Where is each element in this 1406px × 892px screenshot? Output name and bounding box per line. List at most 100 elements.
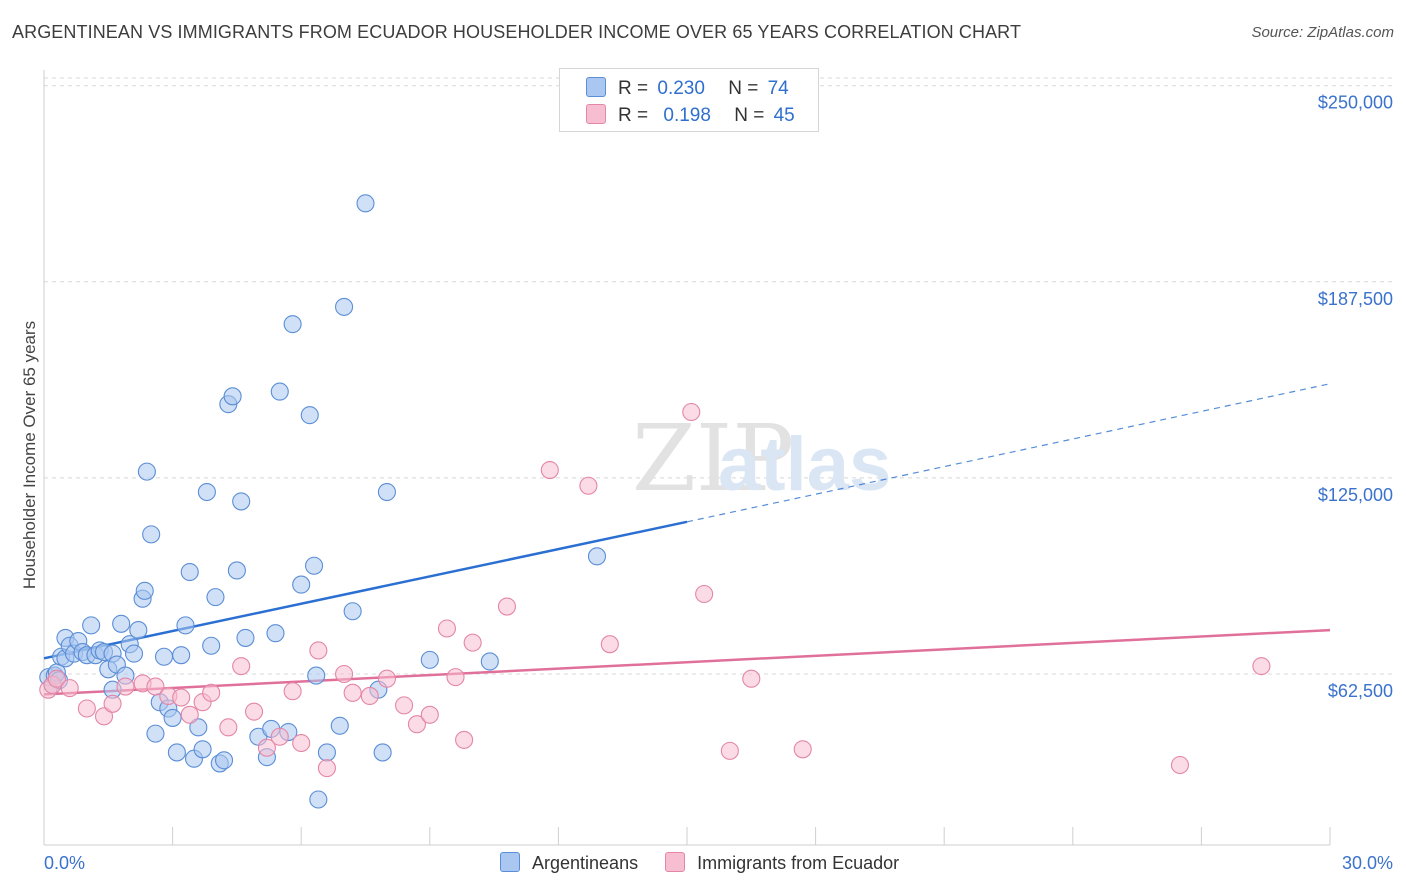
n-label: N =: [728, 78, 759, 99]
point-argentineans: [270, 382, 289, 401]
point-ecuador: [463, 633, 482, 652]
point-argentineans: [180, 562, 199, 582]
point-ecuador: [695, 584, 714, 604]
point-ecuador: [146, 677, 165, 696]
point-argentineans: [214, 751, 234, 770]
y-tick-label: $187,500: [1318, 289, 1393, 309]
point-argentineans: [317, 743, 336, 762]
point-argentineans: [283, 315, 302, 334]
point-ecuador: [420, 705, 439, 724]
point-ecuador: [335, 664, 354, 684]
point-argentineans: [236, 628, 255, 647]
point-argentineans: [202, 636, 221, 655]
point-argentineans: [309, 790, 328, 809]
grid-lines: [44, 77, 1395, 675]
point-argentineans: [135, 581, 154, 600]
point-ecuador: [407, 715, 426, 734]
watermark-atlas: atlas: [718, 422, 891, 507]
point-argentineans: [193, 740, 212, 759]
point-argentineans: [232, 492, 251, 511]
legend-label: Argentineans: [532, 853, 639, 873]
x-tick-label: 30.0%: [1342, 853, 1393, 873]
x-tick-label: 0.0%: [44, 853, 85, 873]
legend-swatch-blue: [586, 77, 606, 97]
data-points: [39, 194, 1271, 809]
trend-line-ecuador: [43, 628, 1331, 696]
point-argentineans: [206, 588, 225, 607]
point-ecuador: [292, 733, 311, 753]
point-argentineans: [480, 652, 499, 671]
point-ecuador: [270, 727, 289, 746]
point-argentineans: [300, 406, 319, 425]
point-argentineans: [189, 718, 208, 737]
point-argentineans: [172, 646, 191, 665]
source-label: Source: ZipAtlas.com: [1251, 24, 1394, 41]
n-value: 45: [773, 105, 795, 126]
point-ecuador: [94, 707, 114, 726]
point-argentineans: [335, 297, 354, 316]
point-ecuador: [1170, 755, 1190, 775]
point-argentineans: [142, 525, 161, 544]
axes: [43, 70, 1331, 846]
watermark: ZIP atlas: [632, 405, 891, 512]
n-label: N =: [734, 105, 765, 126]
stats-legend-row-argentineans: R = 0.230 N = 74: [586, 77, 789, 99]
point-argentineans: [137, 462, 156, 481]
point-ecuador: [202, 683, 221, 702]
point-ecuador: [172, 688, 191, 707]
point-argentineans: [223, 387, 242, 406]
y-tick-label: $250,000: [1318, 93, 1393, 113]
point-ecuador: [600, 635, 619, 654]
legend-swatch-pink: [665, 852, 686, 872]
point-argentineans: [330, 716, 349, 735]
point-argentineans: [307, 666, 326, 685]
point-ecuador: [377, 669, 396, 688]
point-ecuador: [219, 718, 238, 737]
point-argentineans: [292, 575, 311, 594]
point-argentineans: [163, 708, 182, 727]
legend-swatch-pink: [586, 104, 606, 124]
point-ecuador: [446, 668, 465, 687]
n-value: 74: [767, 78, 789, 99]
point-argentineans: [305, 556, 324, 575]
point-ecuador: [793, 740, 812, 759]
point-ecuador: [283, 682, 302, 701]
legend-item-argentineans: Argentineans: [500, 852, 638, 874]
trend-line-argentineans: [43, 520, 688, 660]
point-ecuador: [180, 705, 199, 724]
series-legend: Argentineans Immigrants from Ecuador: [500, 852, 921, 874]
point-ecuador: [317, 759, 336, 778]
point-ecuador: [360, 686, 379, 706]
y-tick-label: $125,000: [1318, 485, 1393, 505]
y-axis-label: Householder Income Over 65 years: [20, 320, 39, 590]
point-argentineans: [82, 616, 101, 635]
point-argentineans: [197, 482, 216, 502]
point-argentineans: [266, 624, 285, 643]
point-ecuador: [343, 683, 362, 702]
point-argentineans: [356, 194, 375, 213]
point-ecuador: [437, 619, 456, 638]
point-ecuador: [309, 641, 328, 660]
point-ecuador: [257, 738, 276, 757]
point-argentineans: [112, 614, 131, 633]
chart-title: ARGENTINEAN VS IMMIGRANTS FROM ECUADOR H…: [12, 22, 1022, 42]
watermark-zip: ZIP: [632, 405, 794, 512]
point-ecuador: [497, 597, 517, 616]
y-tick-label: $62,500: [1328, 681, 1393, 701]
point-argentineans: [377, 482, 396, 502]
r-value: 0.230: [657, 78, 705, 99]
point-ecuador: [682, 402, 701, 422]
point-argentineans: [176, 616, 195, 635]
legend-label: Immigrants from Ecuador: [697, 853, 900, 873]
point-ecuador: [720, 741, 739, 760]
point-argentineans: [373, 743, 392, 762]
point-argentineans: [167, 743, 186, 762]
point-ecuador: [244, 702, 264, 721]
stats-legend: R = 0.230 N = 74 R = 0.198 N = 45: [559, 68, 819, 132]
legend-item-ecuador: Immigrants from Ecuador: [665, 852, 899, 874]
point-ecuador: [47, 669, 66, 688]
r-label: R =: [618, 105, 649, 126]
point-argentineans: [420, 650, 439, 669]
point-argentineans: [146, 724, 165, 743]
